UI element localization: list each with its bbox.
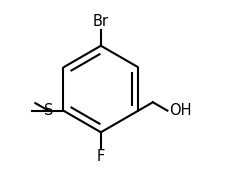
Text: Br: Br	[93, 14, 108, 29]
Text: OH: OH	[168, 103, 191, 118]
Text: F: F	[96, 149, 105, 164]
Text: S: S	[44, 103, 53, 118]
